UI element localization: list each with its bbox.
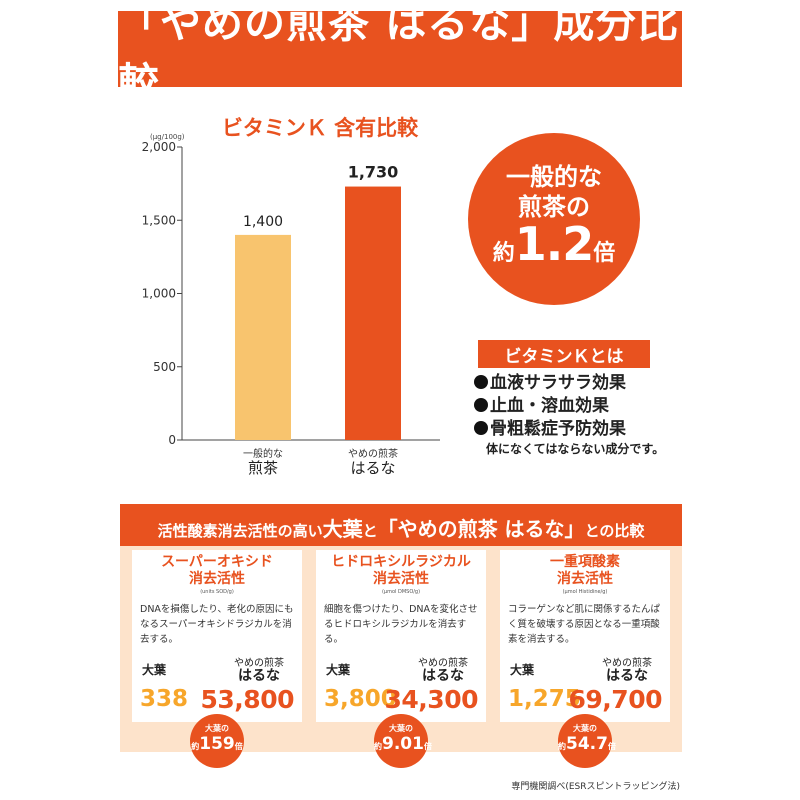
bar-value-label: 1,730: [348, 163, 399, 182]
y-tick-label: 2,000: [142, 140, 176, 154]
badge-prefix: 約: [374, 742, 382, 751]
ratio-badge: 大葉の 約54.7倍: [558, 714, 616, 768]
card-title-line2: 消去活性: [189, 571, 245, 587]
label-haruna-top: やめの煎茶: [234, 658, 284, 669]
card-description: コラーゲンなど肌に関係するたんぱく質を破壊する原因となる一重項酸素を消去する。: [508, 604, 661, 645]
card-description: 細胞を傷つけたり、DNAを変化させるヒドロキシルラジカルを消去する。: [324, 604, 478, 645]
value-ooba: 1,275: [508, 686, 581, 712]
vitamin-k-note: 体になくてはならない成分です。: [486, 442, 665, 456]
value-ooba: 338: [140, 686, 189, 712]
y-tick-label: 1,500: [142, 213, 176, 227]
card-unit: (μmol Histidine/g): [562, 589, 608, 595]
x-category-label-top: 一般的な: [243, 447, 283, 460]
badge-suffix: 倍: [423, 742, 432, 751]
badge-prefix: 約: [558, 742, 566, 751]
singlet-oxygen-values: 大葉 やめの煎茶 はるな 1,275 69,700: [500, 652, 670, 722]
label-haruna-top: やめの煎茶: [418, 658, 468, 669]
label-haruna-top: やめの煎茶: [602, 658, 652, 669]
badge-value: 約54.7倍: [558, 734, 616, 754]
circle-prefix: 約: [492, 241, 515, 266]
card-title: ヒドロキシルラジカル 消去活性: [316, 554, 486, 588]
card-title: スーパーオキシド 消去活性: [132, 554, 302, 588]
ratio-circle: 一般的な 煎茶の 約1.2倍: [468, 133, 640, 305]
bar-yame-haruna: [345, 186, 401, 440]
bar-value-label: 1,400: [243, 214, 283, 230]
value-haruna: 34,300: [384, 685, 479, 714]
badge-top: 大葉の: [205, 724, 229, 733]
y-tick-label: 1,000: [142, 287, 176, 301]
label-ooba: 大葉: [326, 663, 351, 677]
bullet-icon: [474, 421, 488, 435]
vitamin-k-item-label: 血液サラサラ効果: [490, 373, 626, 393]
x-category-label-bottom: はるな: [350, 459, 395, 477]
label-haruna: やめの煎茶 はるな: [418, 658, 468, 684]
vitamin-k-item: 血液サラサラ効果: [474, 372, 626, 395]
badge-value: 約9.01倍: [374, 734, 432, 754]
ratio-badge: 大葉の 約159倍: [190, 714, 244, 768]
card-unit: (units SOD/g): [200, 589, 234, 595]
vitamin-k-list: 血液サラサラ効果 止血・溶血効果 骨粗鬆症予防効果: [474, 372, 626, 441]
circle-line2: 煎茶の: [518, 193, 590, 221]
x-category-label-top: やめの煎茶: [348, 447, 398, 460]
label-haruna-name: はるな: [238, 668, 280, 684]
circle-ratio: 約1.2倍: [468, 217, 640, 271]
vitamin-k-item: 止血・溶血効果: [474, 395, 626, 418]
label-ooba: 大葉: [510, 663, 535, 677]
bullet-icon: [474, 398, 488, 412]
header-text: と: [362, 522, 378, 540]
badge-top: 大葉の: [573, 724, 597, 733]
vitamin-k-item: 骨粗鬆症予防効果: [474, 418, 626, 441]
circle-line1: 一般的な: [506, 163, 602, 191]
label-haruna: やめの煎茶 はるな: [234, 658, 284, 684]
card-title-line1: 一重項酸素: [550, 554, 620, 570]
hydroxyl-values: 大葉 やめの煎茶 はるな 3,800 34,300: [316, 652, 486, 722]
y-tick-label: 0: [168, 433, 176, 447]
comparison-section: 活性酸素消去活性の高い 大葉と「やめの煎茶 はるな」 との比較 スーパーオキシド 消去…: [120, 504, 682, 768]
circle-suffix: 倍: [593, 241, 616, 266]
card-title-line1: ヒドロキシルラジカル: [331, 554, 471, 570]
superoxide-values: 大葉 やめの煎茶 はるな 338 53,800: [132, 652, 302, 722]
header-text: との比較: [584, 522, 645, 540]
header-big-ooba: 大葉: [322, 517, 363, 541]
label-haruna-name: はるな: [606, 668, 648, 684]
badge-number: 159: [199, 734, 235, 754]
label-ooba: 大葉: [142, 663, 167, 677]
circle-number: 1.2: [514, 217, 594, 271]
y-tick-label: 500: [153, 360, 176, 374]
card-title-line1: スーパーオキシド: [161, 554, 273, 570]
badge-number: 54.7: [566, 734, 608, 754]
chart-title: ビタミンＫ 含有比較: [221, 116, 419, 140]
label-haruna: やめの煎茶 はるな: [602, 658, 652, 684]
x-category-label-bottom: 煎茶: [248, 459, 278, 477]
badge-value: 約159倍: [190, 734, 244, 754]
vitamin-k-item-label: 止血・溶血効果: [490, 396, 609, 416]
label-haruna-name: はるな: [422, 668, 464, 684]
badge-top: 大葉の: [389, 724, 413, 733]
card-title: 一重項酸素 消去活性: [500, 554, 670, 588]
value-ooba: 3,800: [324, 686, 397, 712]
ratio-badge: 大葉の 約9.01倍: [374, 714, 432, 768]
badge-prefix: 約: [191, 742, 200, 751]
comparison-header: 活性酸素消去活性の高い 大葉と「やめの煎茶 はるな」 との比較: [120, 504, 682, 546]
header-text: 活性酸素消去活性の高い: [157, 522, 323, 540]
card-unit: (μmol DMSO/g): [381, 589, 421, 595]
card-title-line2: 消去活性: [373, 571, 429, 587]
header-big-haruna: 「やめの煎茶 はるな」: [377, 517, 585, 541]
value-haruna: 69,700: [568, 685, 663, 714]
card-description: DNAを損傷したり、老化の原因にもなるスーパーオキシドラジカルを消去する。: [140, 604, 294, 645]
y-unit-label: (μg/100g): [150, 133, 185, 141]
card-title-line2: 消去活性: [557, 571, 613, 587]
bullet-icon: [474, 375, 488, 389]
vitamin-k-header: ビタミンＫとは: [478, 340, 650, 368]
badge-number: 9.01: [382, 734, 424, 754]
vitamin-k-item-label: 骨粗鬆症予防効果: [490, 419, 626, 439]
footnote: 専門機関調べ(ESRスピントラッピング法): [511, 782, 680, 792]
bar-general-sencha: [235, 234, 291, 440]
badge-suffix: 倍: [607, 742, 616, 751]
value-haruna: 53,800: [200, 685, 295, 714]
badge-suffix: 倍: [234, 742, 243, 751]
